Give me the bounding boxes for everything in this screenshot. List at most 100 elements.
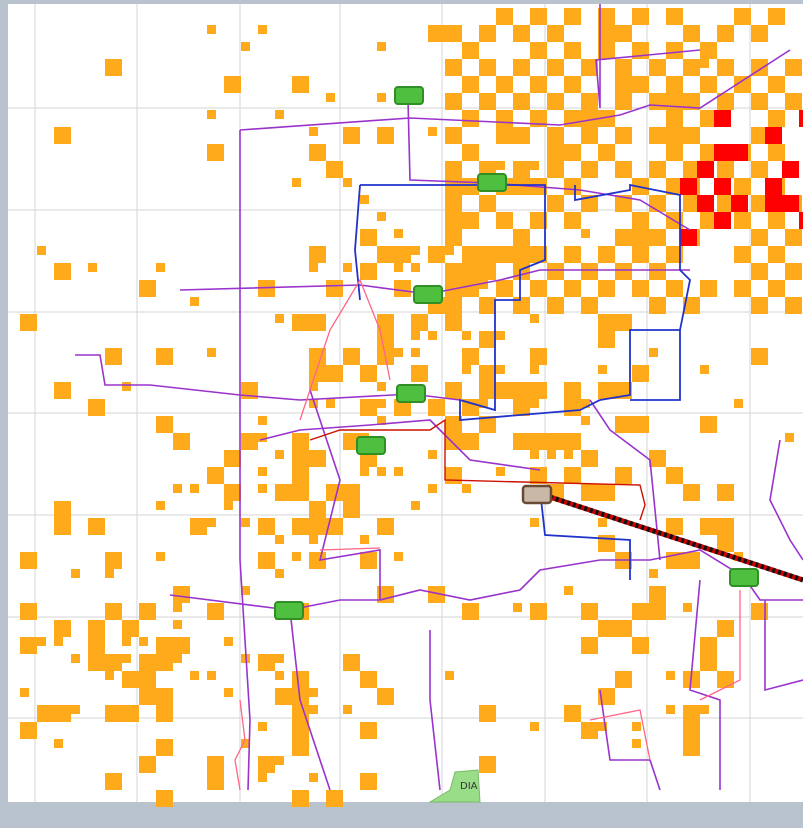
- parcel: [581, 603, 598, 620]
- parcel: [598, 620, 615, 637]
- parcel: [258, 518, 275, 535]
- parcel: [309, 535, 318, 544]
- parcel: [564, 246, 581, 263]
- parcel: [122, 654, 131, 663]
- parcel: [326, 280, 343, 297]
- parcel: [496, 382, 513, 399]
- road: [599, 689, 661, 791]
- parcel: [496, 8, 513, 25]
- parcel: [309, 144, 326, 161]
- parcel: [683, 552, 700, 569]
- parcel: [275, 314, 284, 323]
- parcel: [190, 671, 199, 680]
- parcel: [292, 705, 309, 722]
- parcel: [377, 518, 394, 535]
- parcel: [241, 586, 250, 595]
- parcel: [496, 110, 513, 127]
- parcel: [445, 314, 462, 331]
- parcel: [258, 25, 267, 34]
- road: [179, 269, 690, 295]
- parcel: [717, 59, 734, 76]
- parcel: [581, 450, 598, 467]
- parcel: [37, 246, 46, 255]
- parcel: [394, 229, 403, 238]
- parcel: [785, 93, 802, 110]
- parcel: [581, 195, 598, 212]
- parcel: [496, 365, 505, 374]
- parcel: [20, 688, 29, 697]
- parcel: [598, 25, 615, 42]
- parcel: [598, 518, 607, 527]
- parcel: [224, 688, 233, 697]
- parcel: [479, 59, 496, 76]
- red-line: [309, 418, 646, 521]
- parcel: [496, 76, 513, 93]
- parcel: [462, 263, 479, 280]
- parcel: [496, 280, 513, 297]
- parcel: [649, 59, 666, 76]
- parcel: [513, 603, 522, 612]
- parcel: [71, 569, 80, 578]
- parcel: [717, 620, 734, 637]
- road: [769, 439, 803, 561]
- pink-lines: [234, 278, 741, 791]
- parcel: [632, 280, 649, 297]
- station: [356, 436, 386, 455]
- parcel: [598, 382, 615, 399]
- parcel: [683, 297, 700, 314]
- parcel: [768, 212, 785, 229]
- parcel: [700, 42, 717, 59]
- parcel: [241, 739, 250, 748]
- parcel: [309, 552, 326, 569]
- parcel: [411, 314, 428, 331]
- parcel: [105, 671, 114, 680]
- parcel: [275, 535, 284, 544]
- parcel: [785, 229, 802, 246]
- parcel: [462, 280, 479, 297]
- parcel: [680, 178, 697, 195]
- parcel: [751, 161, 768, 178]
- parcel: [326, 93, 335, 102]
- parcel: [377, 586, 394, 603]
- parcel: [649, 263, 666, 280]
- parcel: [275, 671, 284, 680]
- parcel: [717, 535, 734, 552]
- parcel: [564, 76, 581, 93]
- parcel: [258, 773, 267, 782]
- parcel: [394, 348, 403, 357]
- parcel: [360, 365, 377, 382]
- parcel: [734, 212, 751, 229]
- parcel: [547, 297, 564, 314]
- parcel: [411, 348, 420, 357]
- parcel: [360, 229, 377, 246]
- parcel: [683, 705, 700, 722]
- parcel: [530, 161, 539, 170]
- parcel: [734, 76, 751, 93]
- road: [309, 389, 381, 600]
- station: [274, 601, 304, 620]
- parcel: [326, 161, 343, 178]
- parcel: [581, 161, 598, 178]
- parcel: [292, 790, 309, 807]
- parcel: [54, 263, 71, 280]
- parcel: [343, 127, 360, 144]
- parcel: [683, 603, 692, 612]
- parcel: [530, 722, 539, 731]
- road: [407, 99, 691, 231]
- parcel: [207, 144, 224, 161]
- parcel: [513, 161, 530, 178]
- parcel: [547, 93, 564, 110]
- parcel: [513, 59, 530, 76]
- parcel: [768, 8, 785, 25]
- parcel: [683, 161, 700, 178]
- parcel: [445, 59, 462, 76]
- parcel: [799, 110, 803, 127]
- parcel: [765, 127, 782, 144]
- parcel: [615, 467, 632, 484]
- parcel: [173, 637, 190, 654]
- parcel: [122, 637, 131, 646]
- parcel: [462, 144, 479, 161]
- parcel: [632, 246, 649, 263]
- parcel: [799, 212, 803, 229]
- parcel: [173, 433, 190, 450]
